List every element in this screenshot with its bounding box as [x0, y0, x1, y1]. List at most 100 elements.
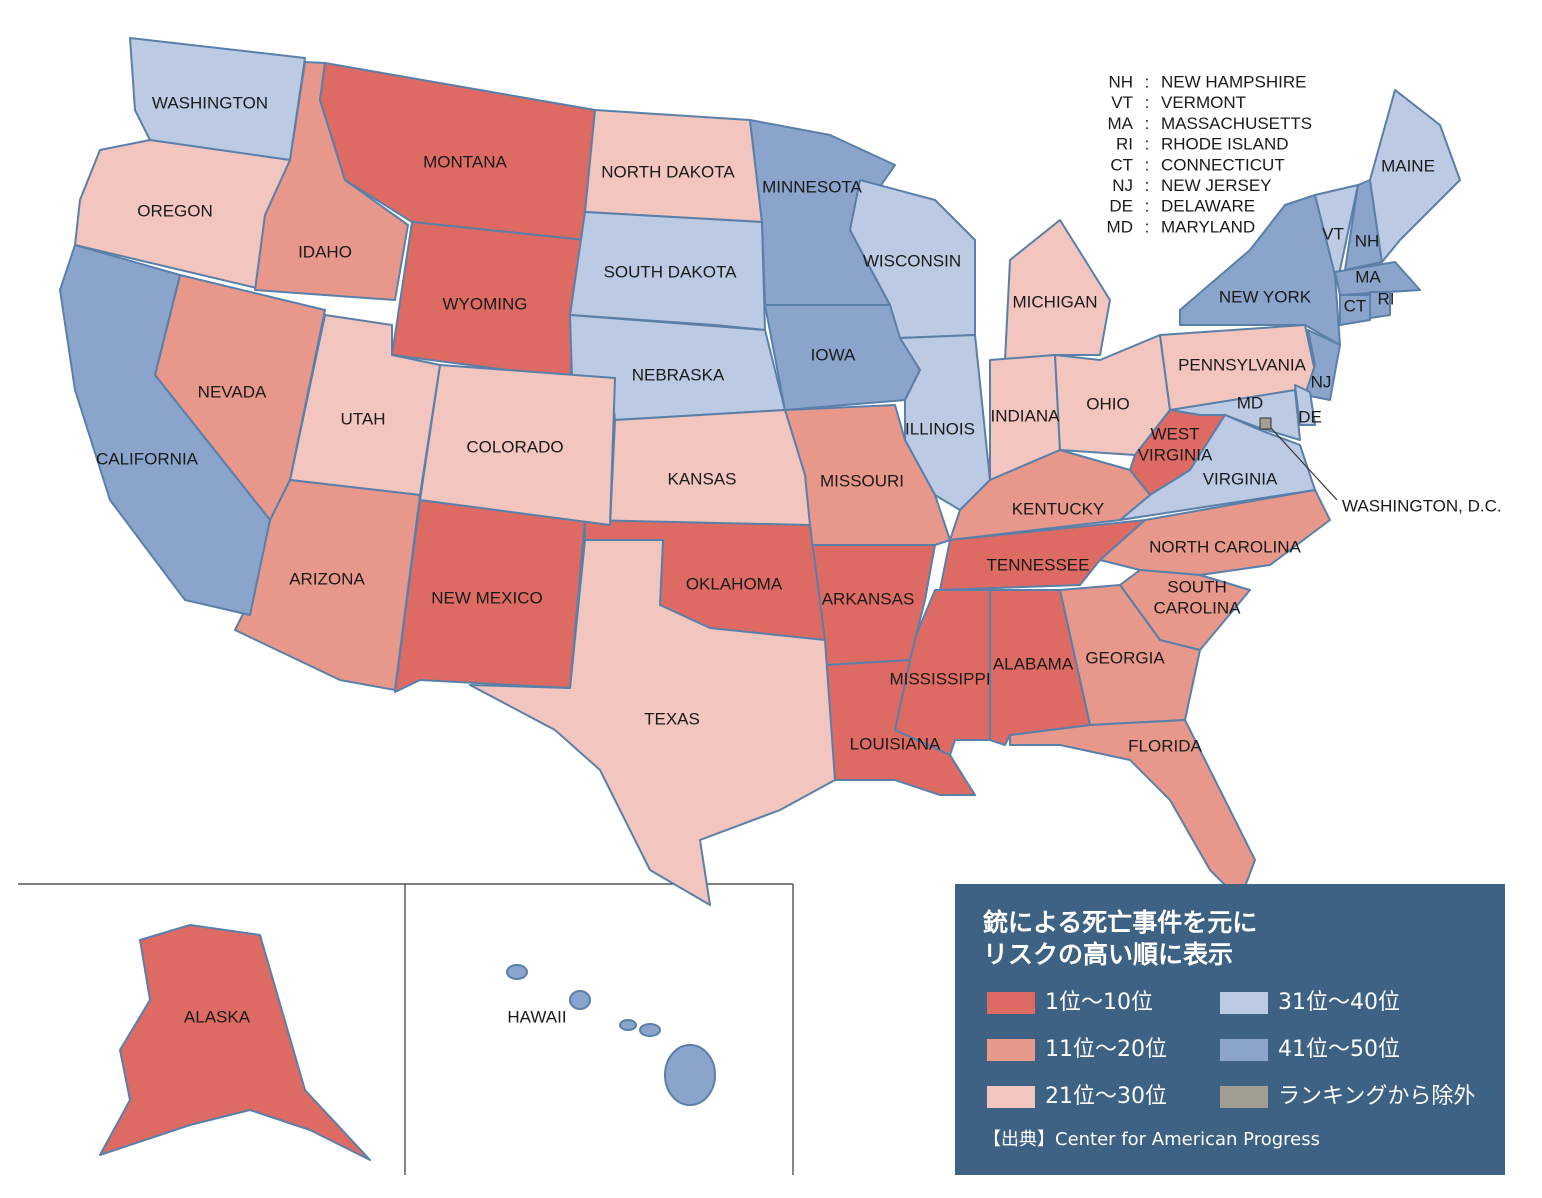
- state-label: OREGON: [137, 201, 213, 220]
- legend-box: [955, 884, 1505, 1175]
- state-label: LOUISIANA: [850, 734, 941, 753]
- state: [824, 659, 976, 796]
- state-label: NORTH CAROLINA: [1149, 537, 1301, 556]
- state-label: ALABAMA: [993, 654, 1074, 673]
- state-label: VT: [1322, 224, 1344, 243]
- abbr-separator: :: [1145, 176, 1150, 195]
- abbr-name: NEW HAMPSHIRE: [1161, 72, 1306, 91]
- state-label: ILLINOIS: [905, 419, 975, 438]
- state: [609, 409, 811, 526]
- state: [1004, 219, 1111, 361]
- abbr-code: NJ: [1112, 176, 1133, 195]
- state-label: DE: [1298, 407, 1322, 426]
- state-labels: WASHINGTON OREGON IDAHO MONTANA WYOMING NORTH…: [96, 93, 1502, 1026]
- abbr-name: MASSACHUSETTS: [1161, 114, 1312, 133]
- state: [99, 924, 371, 1161]
- state-label: CAROLINA: [1154, 598, 1242, 617]
- state-label: CALIFORNIA: [96, 449, 199, 468]
- legend-swatch: [1220, 992, 1268, 1014]
- state-label: IOWA: [811, 345, 856, 364]
- state-label: COLORADO: [466, 437, 563, 456]
- abbr-separator: :: [1145, 197, 1150, 216]
- legend-swatch: [1220, 1039, 1268, 1061]
- state-label: NJ: [1311, 372, 1332, 391]
- legend-label: 11位～20位: [1045, 1037, 1167, 1062]
- state-label: RI: [1378, 289, 1395, 308]
- state-label: NEBRASKA: [632, 365, 725, 384]
- legend-swatch: [987, 1039, 1035, 1061]
- state-label: TEXAS: [644, 709, 700, 728]
- state-label: WEST: [1150, 424, 1199, 443]
- state-label: ALASKA: [184, 1007, 251, 1026]
- state-label: NEW MEXICO: [431, 588, 542, 607]
- state-label: MD: [1237, 393, 1263, 412]
- state-label: OKLAHOMA: [686, 574, 783, 593]
- state-label: MISSOURI: [820, 471, 904, 490]
- state-label: WISCONSIN: [863, 251, 961, 270]
- abbr-code: RI: [1116, 135, 1133, 154]
- state-label: INDIANA: [991, 406, 1061, 425]
- states: [59, 37, 1461, 1161]
- state-label: CT: [1344, 296, 1367, 315]
- state-label: HAWAII: [507, 1007, 566, 1026]
- abbr-separator: :: [1145, 72, 1150, 91]
- state: [1334, 261, 1421, 296]
- state-label: MAINE: [1381, 156, 1435, 175]
- abbreviation-list: NH: NEW HAMPSHIRE VT: VERMONT MA: MASSACHUSET…: [1107, 72, 1313, 236]
- state-label: ARKANSAS: [822, 589, 915, 608]
- abbr-code: MA: [1108, 114, 1134, 133]
- state: [506, 964, 528, 980]
- state-label: NEW YORK: [1219, 287, 1312, 306]
- state-label: NEVADA: [198, 382, 267, 401]
- dc-marker: [1259, 417, 1272, 430]
- state: [1314, 184, 1359, 276]
- state: [1369, 291, 1391, 319]
- abbr-separator: :: [1145, 114, 1150, 133]
- state-label: KANSAS: [668, 469, 737, 488]
- state-label: TENNESSEE: [987, 555, 1090, 574]
- state-label: PENNSYLVANIA: [1178, 355, 1307, 374]
- state-label: KENTUCKY: [1012, 499, 1105, 518]
- state-label: NH: [1355, 231, 1380, 250]
- state-label: MINNESOTA: [762, 177, 862, 196]
- abbr-separator: :: [1145, 93, 1150, 112]
- state-label: WYOMING: [443, 294, 528, 313]
- state-label: MONTANA: [423, 152, 507, 171]
- state: [849, 179, 976, 339]
- state: [569, 990, 591, 1010]
- state: [639, 1023, 661, 1037]
- state-label: ARIZONA: [289, 569, 365, 588]
- state-label: MICHIGAN: [1013, 292, 1098, 311]
- state: [619, 1019, 637, 1031]
- state: [664, 1044, 716, 1106]
- state-label: MA: [1355, 267, 1381, 286]
- abbr-name: CONNECTICUT: [1161, 155, 1285, 174]
- state-label: UTAH: [340, 409, 385, 428]
- state: [1339, 294, 1371, 326]
- dc-label: WASHINGTON, D.C.: [1342, 496, 1502, 515]
- state-label: MISSISSIPPI: [889, 669, 990, 688]
- abbr-name: RHODE ISLAND: [1161, 135, 1289, 154]
- state: [939, 519, 1146, 591]
- state-label: NORTH DAKOTA: [601, 162, 735, 181]
- dc-leader: [1270, 427, 1338, 501]
- state: [469, 539, 836, 906]
- state: [1294, 384, 1316, 426]
- state-label: WASHINGTON: [152, 93, 268, 112]
- state: [1369, 89, 1461, 263]
- legend-label: ランキングから除外: [1278, 1084, 1475, 1109]
- state: [59, 244, 271, 616]
- abbr-name: DELAWARE: [1161, 197, 1255, 216]
- legend-title: リスクの高い順に表示: [983, 940, 1233, 969]
- legend-label: 21位～30位: [1045, 1084, 1167, 1109]
- state-label: VIRGINIA: [1138, 445, 1213, 464]
- state-label: GEORGIA: [1085, 648, 1165, 667]
- abbr-name: NEW JERSEY: [1161, 176, 1272, 195]
- legend-label: 31位～40位: [1278, 990, 1400, 1015]
- abbr-name: VERMONT: [1161, 93, 1246, 112]
- legend-label: 1位～10位: [1045, 990, 1153, 1015]
- legend-swatch: [987, 1086, 1035, 1108]
- legend-swatch: [1220, 1086, 1268, 1108]
- state-label: SOUTH: [1167, 577, 1227, 596]
